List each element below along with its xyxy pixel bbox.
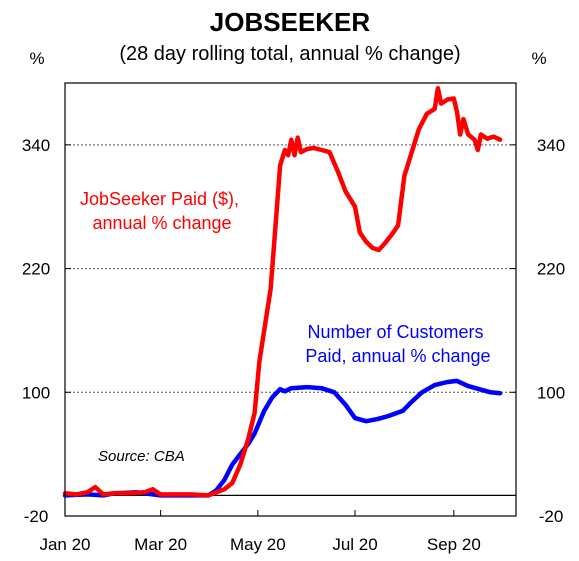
- jobseeker-paid-line: [62, 85, 503, 498]
- x-tick-label: Jul 20: [332, 535, 377, 554]
- customers-paid-label-line2: Paid, annual % change: [305, 346, 490, 366]
- y-tick-label-left: 100: [22, 383, 50, 402]
- y-tick-label-left: 220: [22, 260, 50, 279]
- y-tick-labels-left: -20 100 220 340: [22, 136, 50, 526]
- series-lines: [62, 85, 503, 498]
- y-tick-label-left: -20: [24, 507, 49, 526]
- x-tick-label: Mar 20: [134, 535, 187, 554]
- jobseeker-paid-label: JobSeeker Paid ($), annual % change: [80, 189, 244, 233]
- axis-ticks: [64, 144, 516, 517]
- x-tick-labels: Jan 20 Mar 20 May 20 Jul 20 Sep 20: [39, 535, 480, 554]
- y-tick-label-right: 340: [537, 136, 565, 155]
- x-tick-label: Sep 20: [427, 535, 481, 554]
- chart-subtitle: (28 day rolling total, annual % change): [119, 43, 460, 65]
- chart-title: JOBSEEKER: [210, 7, 371, 37]
- customers-paid-label-line1: Number of Customers: [307, 322, 483, 342]
- plot-frame: [64, 82, 517, 517]
- y-tick-labels-right: -20 100 220 340: [537, 136, 565, 526]
- y-tick-label-right: 100: [537, 383, 565, 402]
- y-tick-label-right: -20: [539, 507, 564, 526]
- jobseeker-paid-label-line2: annual % change: [92, 213, 231, 233]
- customers-paid-line: [62, 378, 503, 498]
- y-tick-label-left: 340: [22, 136, 50, 155]
- x-tick-label: Jan 20: [39, 535, 90, 554]
- left-axis-unit: %: [29, 49, 44, 68]
- jobseeker-paid-label-line1: JobSeeker Paid ($),: [80, 189, 239, 209]
- x-tick-label: May 20: [230, 535, 286, 554]
- right-axis-unit: %: [531, 49, 546, 68]
- customers-paid-label: Number of Customers Paid, annual % chang…: [305, 322, 490, 366]
- y-tick-label-right: 220: [537, 260, 565, 279]
- source-note: Source: CBA: [98, 448, 185, 465]
